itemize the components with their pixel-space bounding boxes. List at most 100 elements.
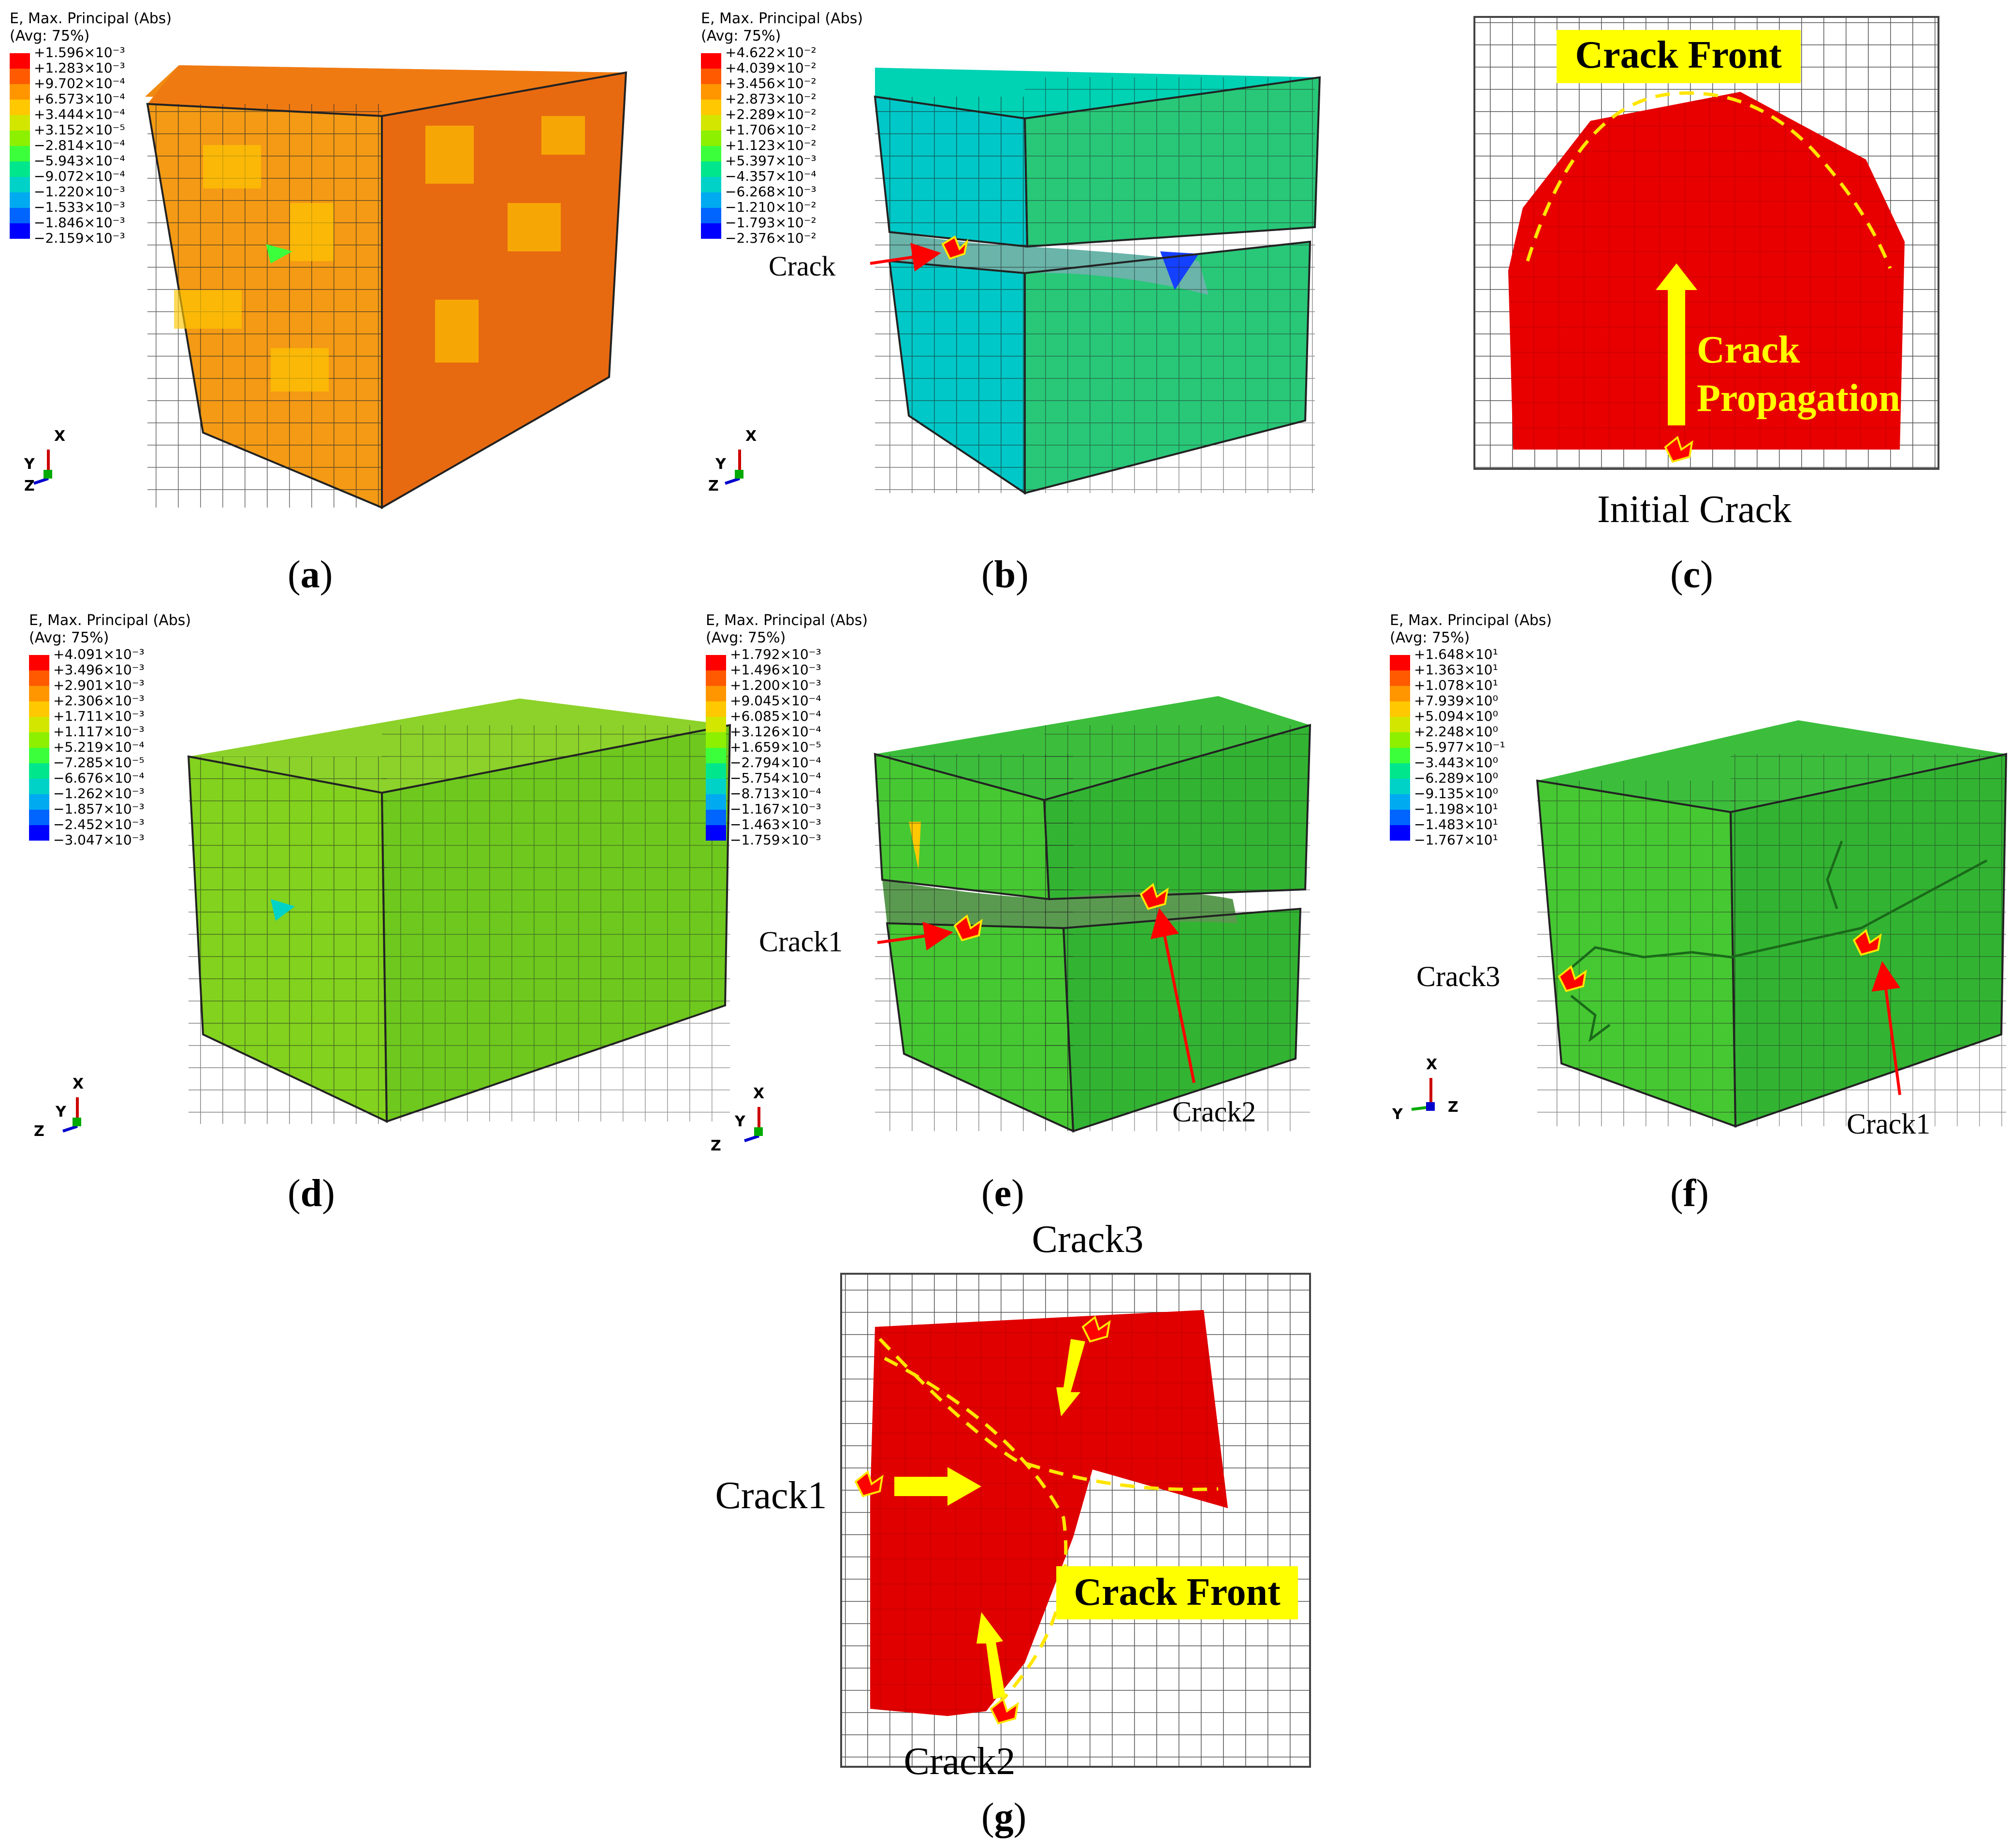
- label-initial-crack: Initial Crack: [1597, 488, 1792, 531]
- legend-value: +4.091×10⁻³: [53, 646, 145, 662]
- axis-label-y: Y: [734, 1113, 746, 1130]
- crack1-direction-arrow: [894, 1467, 981, 1506]
- legend-swatch: [1390, 732, 1410, 748]
- crack1-burst-icon: [1852, 929, 1882, 956]
- legend-swatch: [706, 748, 726, 763]
- legend-title-line2: (Avg: 75%): [1390, 629, 1470, 646]
- legend-value: −1.759×10⁻³: [730, 832, 821, 848]
- legend-swatch: [706, 732, 726, 748]
- legend-swatch: [10, 131, 30, 146]
- panel-c: Crack Front Crack Propagation Initial Cr…: [1473, 16, 1939, 596]
- axis-label-x: X: [54, 428, 65, 445]
- legend-value: +1.706×10⁻²: [725, 122, 816, 138]
- legend-swatch: [701, 131, 721, 146]
- legend-value: +4.622×10⁻²: [725, 44, 816, 60]
- legend-swatch: [10, 53, 30, 69]
- triad-d: X Y Z: [34, 1076, 84, 1140]
- label-propagation-1: Crack: [1697, 329, 1800, 371]
- caption-e: (e): [981, 1172, 1024, 1215]
- legend-title-line2: (Avg: 75%): [701, 28, 781, 44]
- legend-swatch: [29, 701, 49, 717]
- legend-swatch: [29, 810, 49, 825]
- legend-value: −6.268×10⁻³: [725, 184, 816, 200]
- crack1-burst-icon: [953, 914, 983, 942]
- legend-title-line2: (Avg: 75%): [29, 629, 109, 646]
- crack2-burst-icon: [1139, 883, 1169, 910]
- legend-title-line1: E, Max. Principal (Abs): [1390, 612, 1552, 629]
- crack-front-label-box: [1557, 30, 1801, 83]
- legend-swatch: [706, 717, 726, 732]
- legend-swatch: [1390, 717, 1410, 732]
- annotation-crack1: Crack1: [759, 926, 843, 958]
- crack3-direction-arrow: [1056, 1339, 1085, 1416]
- legend-value: −1.533×10⁻³: [34, 199, 125, 215]
- legend-value: +9.045×10⁻⁴: [730, 693, 821, 709]
- legend-value: +1.596×10⁻³: [34, 44, 125, 60]
- legend-value: −1.210×10⁻²: [725, 199, 816, 215]
- legend-swatch: [29, 670, 49, 686]
- legend-value: −1.220×10⁻³: [34, 184, 125, 200]
- legend-swatch: [29, 825, 49, 841]
- legend-value: −2.452×10⁻³: [53, 816, 145, 832]
- legend-swatch: [701, 100, 721, 115]
- legend-value: +3.496×10⁻³: [53, 662, 145, 678]
- legend-value: −5.754×10⁻⁴: [730, 770, 821, 786]
- legend-title-line1: E, Max. Principal (Abs): [10, 10, 172, 27]
- crack2-direction-arrow: [976, 1612, 1006, 1699]
- legend-value: +7.939×10⁰: [1414, 693, 1498, 709]
- crack3-burst-icon: [1081, 1315, 1111, 1343]
- axis-label-y: Y: [24, 456, 35, 473]
- caption-c: (c): [1670, 553, 1713, 596]
- crack-front-line-1: [878, 1338, 1219, 1491]
- label-crack-front: Crack Front: [1575, 34, 1782, 76]
- legend-value: +6.573×10⁻⁴: [34, 91, 125, 107]
- legend-swatch: [29, 748, 49, 763]
- legend-title-line1: E, Max. Principal (Abs): [701, 10, 863, 27]
- panel-f: E, Max. Principal (Abs) (Avg: 75%) +1.64…: [1390, 612, 2008, 1215]
- crack-arrow: [870, 243, 941, 272]
- legend-value: −6.676×10⁻⁴: [53, 770, 145, 786]
- axis-label-z: Z: [708, 478, 719, 495]
- legend-swatch: [10, 146, 30, 161]
- legend-swatch: [10, 177, 30, 192]
- legend-swatch: [701, 84, 721, 100]
- panel-a: E, Max. Principal (Abs) (Avg: 75%) +1.59…: [10, 10, 627, 596]
- crack2-arrow: [1150, 908, 1195, 1083]
- label-propagation-2: Propagation: [1697, 377, 1900, 420]
- legend-value: −9.135×10⁰: [1414, 786, 1498, 801]
- legend-a: E, Max. Principal (Abs) (Avg: 75%) +1.59…: [10, 10, 172, 246]
- legend-value: +1.792×10⁻³: [730, 646, 821, 662]
- legend-swatch: [706, 763, 726, 779]
- legend-value: −3.443×10⁰: [1414, 755, 1498, 771]
- defect-marker: [266, 244, 292, 263]
- legend-value: −9.072×10⁻⁴: [34, 168, 125, 184]
- legend-swatch: [10, 208, 30, 223]
- legend-value: +1.123×10⁻²: [725, 137, 816, 153]
- crack1-arrow: [877, 921, 953, 951]
- legend-swatch: [1390, 670, 1410, 686]
- label-crack3: Crack3: [1032, 1218, 1143, 1261]
- legend-value: −1.793×10⁻²: [725, 215, 816, 231]
- legend-value: +1.659×10⁻⁵: [730, 739, 821, 755]
- legend-value: −2.159×10⁻³: [34, 230, 125, 246]
- legend-swatch: [701, 53, 721, 69]
- legend-swatch: [1390, 701, 1410, 717]
- crack2-burst-icon: [990, 1697, 1019, 1725]
- legend-swatch: [29, 779, 49, 794]
- legend-value: −1.846×10⁻³: [34, 215, 125, 231]
- legend-swatch: [701, 146, 721, 161]
- legend-title-line1: E, Max. Principal (Abs): [706, 612, 868, 629]
- legend-title-line2: (Avg: 75%): [10, 28, 89, 44]
- mesh-cube-f: [1536, 720, 2008, 1128]
- legend-value: −2.814×10⁻⁴: [34, 137, 125, 153]
- legend-swatch: [10, 192, 30, 208]
- legend-value: −3.047×10⁻³: [53, 832, 145, 848]
- caption-a: (a): [288, 553, 333, 596]
- legend-swatch: [706, 686, 726, 701]
- legend-b: E, Max. Principal (Abs) (Avg: 75%) +4.62…: [701, 10, 863, 246]
- initial-crack-burst-icon: [1664, 436, 1693, 463]
- legend-value: +1.078×10¹: [1414, 677, 1498, 693]
- legend-value: −1.198×10¹: [1414, 801, 1498, 817]
- mesh-cube-e: [874, 696, 1312, 1133]
